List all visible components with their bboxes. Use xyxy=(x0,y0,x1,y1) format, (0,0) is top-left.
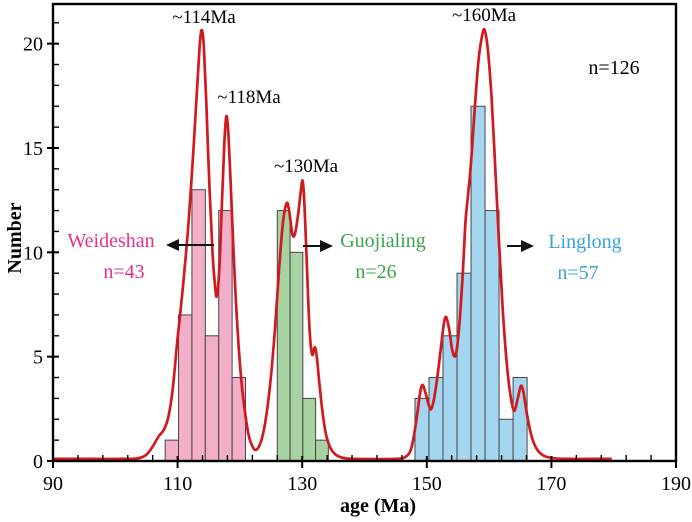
x-tick-label: 90 xyxy=(43,473,63,495)
peak-label-160ma: ~160Ma xyxy=(451,5,517,26)
y-tick-label: 0 xyxy=(33,451,43,473)
histogram-bars xyxy=(164,105,528,462)
group-label-linglong: Linglong xyxy=(548,231,622,253)
histogram-bar xyxy=(178,314,193,462)
y-tick-label: 15 xyxy=(23,138,43,160)
histogram-bar xyxy=(276,210,291,462)
x-axis: 90 110 130 150 170 190 xyxy=(43,455,691,495)
histogram-bar xyxy=(204,335,220,462)
histogram-bar xyxy=(289,251,304,462)
histogram-bar xyxy=(484,210,500,462)
group-count-linglong: n=57 xyxy=(557,262,599,284)
x-axis-title: age (Ma) xyxy=(339,495,417,517)
group-label-guojialing: Guojialing xyxy=(340,230,426,252)
y-tick-label: 10 xyxy=(23,242,43,264)
histogram-bar xyxy=(302,397,317,462)
series-guojialing xyxy=(276,210,329,462)
y-axis-title: Number xyxy=(4,202,26,274)
series-weideshan xyxy=(164,189,247,462)
group-count-weideshan: n=43 xyxy=(103,261,145,283)
histogram-bar xyxy=(498,418,514,462)
x-tick-label: 170 xyxy=(536,473,566,495)
linglong-arrow-icon xyxy=(507,240,534,252)
plot-frame xyxy=(51,2,678,463)
histogram-bar xyxy=(164,439,180,462)
group-count-guojialing: n=26 xyxy=(355,261,397,283)
histogram-bar xyxy=(456,272,472,462)
x-tick-label: 150 xyxy=(412,473,442,495)
histogram-bar xyxy=(470,105,486,462)
histogram-bar xyxy=(191,189,206,462)
y-tick-label: 20 xyxy=(23,34,43,56)
x-tick-label: 110 xyxy=(163,473,192,495)
guojialing-arrow-icon xyxy=(303,240,333,252)
kde-curve xyxy=(51,27,612,461)
x-tick-label: 190 xyxy=(661,473,691,495)
weideshan-arrow-icon xyxy=(166,239,214,251)
peak-label-118ma: ~118Ma xyxy=(217,87,281,108)
x-tick-label: 130 xyxy=(287,473,317,495)
y-tick-label: 5 xyxy=(33,347,43,369)
total-count-label: n=126 xyxy=(588,57,640,79)
group-label-weideshan: Weideshan xyxy=(67,230,155,252)
peak-label-114ma: ~114Ma xyxy=(172,7,236,28)
y-axis: 0 5 10 15 20 xyxy=(23,22,59,473)
peak-label-130ma: ~130Ma xyxy=(273,156,339,177)
